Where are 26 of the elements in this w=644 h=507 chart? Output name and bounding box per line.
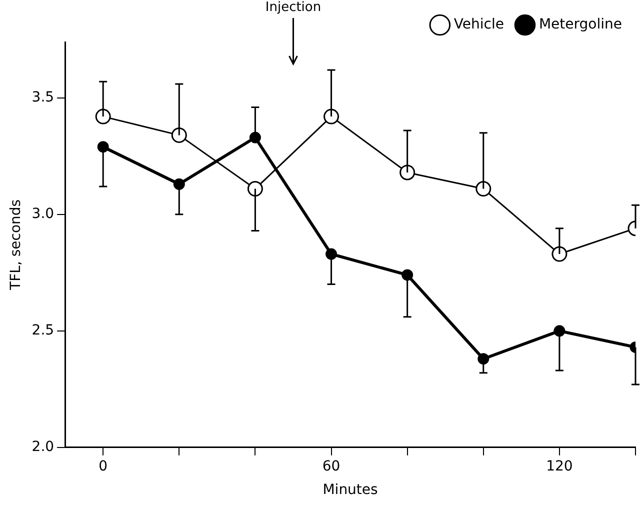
point: [476, 181, 492, 197]
point: [552, 246, 568, 262]
point: [400, 164, 416, 180]
point: [326, 248, 338, 260]
point: [478, 353, 490, 365]
x-axis-title: Minutes: [322, 482, 378, 498]
point: [97, 141, 109, 153]
point: [402, 269, 414, 281]
point: [95, 108, 111, 124]
y-axis-title: TFL, seconds: [8, 199, 24, 291]
point: [171, 127, 187, 143]
point: [249, 132, 261, 144]
point: [554, 325, 566, 337]
y-tick-label: 3.5: [32, 90, 54, 106]
point: [173, 178, 185, 190]
y-tick-label: 3.0: [32, 206, 54, 222]
y-tick-label: 2.5: [32, 322, 54, 339]
text: Injection: [265, 0, 322, 15]
legend-label: Vehicle: [454, 16, 504, 33]
point: [324, 108, 340, 124]
x-tick-label: 0: [98, 458, 108, 474]
legend-label: Metergoline: [538, 16, 622, 33]
x-tick-label: 120: [546, 458, 573, 474]
point: [247, 181, 263, 197]
y-tick-label: 2.0: [32, 439, 54, 456]
x-tick-label: 60: [322, 458, 340, 474]
